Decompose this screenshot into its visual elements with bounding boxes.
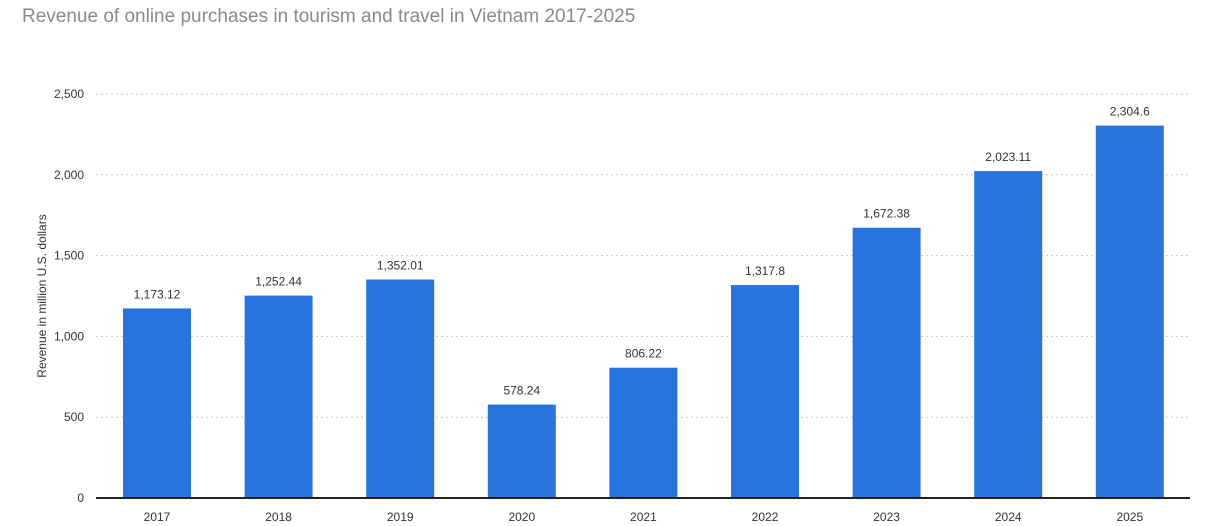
- value-label-2018: 1,252.44: [255, 275, 302, 289]
- value-label-2017: 1,173.12: [134, 287, 181, 301]
- x-tick-label-2024: 2024: [995, 510, 1022, 524]
- bars: [123, 125, 1164, 499]
- bar-2019: [366, 279, 435, 498]
- x-tick-labels: 2017 2018 2019 2020 2021 2022 2023 2024 2025: [144, 510, 1144, 524]
- bar-2025: [1095, 125, 1164, 499]
- value-label-2022: 1,317.8: [745, 264, 785, 278]
- x-tick-label-2018: 2018: [265, 510, 292, 524]
- y-tick-label: 0: [77, 491, 84, 505]
- bar-2022: [731, 285, 799, 498]
- x-tick-label-2022: 2022: [752, 510, 779, 524]
- y-tick-label: 2,000: [54, 168, 84, 182]
- chart-subtitle: Revenue of online purchases in tourism a…: [22, 6, 636, 27]
- bar-2018: [244, 295, 313, 498]
- x-tick-label-2025: 2025: [1116, 510, 1143, 524]
- y-tick-labels: 0 500 1,000 1,500 2,000 2,500: [54, 87, 84, 505]
- y-tick-label: 1,500: [54, 249, 84, 263]
- x-tick-label-2019: 2019: [387, 510, 414, 524]
- bar-2024: [974, 171, 1043, 498]
- value-label-2023: 1,672.38: [863, 207, 910, 221]
- y-tick-label: 500: [64, 410, 84, 424]
- value-label-2019: 1,352.01: [377, 259, 424, 273]
- value-label-2021: 806.22: [625, 347, 662, 361]
- y-tick-label: 2,500: [54, 87, 84, 101]
- bar-2020: [487, 404, 556, 498]
- y-axis-title: Revenue in million U.S. dollars: [35, 214, 49, 377]
- bar-2021: [609, 367, 678, 498]
- value-labels: 1,173.12 1,252.44 1,352.01 578.24 806.22 1,31…: [134, 105, 1150, 398]
- x-tick-label-2017: 2017: [144, 510, 171, 524]
- value-label-2025: 2,304.6: [1110, 105, 1150, 119]
- value-label-2020: 578.24: [503, 384, 540, 398]
- x-tick-label-2023: 2023: [873, 510, 900, 524]
- bar-2023: [852, 227, 921, 498]
- value-label-2024: 2,023.11: [985, 150, 1031, 164]
- x-tick-label-2021: 2021: [630, 510, 657, 524]
- y-tick-label: 1,000: [54, 329, 84, 343]
- x-tick-label-2020: 2020: [508, 510, 535, 524]
- bar-2017: [123, 308, 191, 498]
